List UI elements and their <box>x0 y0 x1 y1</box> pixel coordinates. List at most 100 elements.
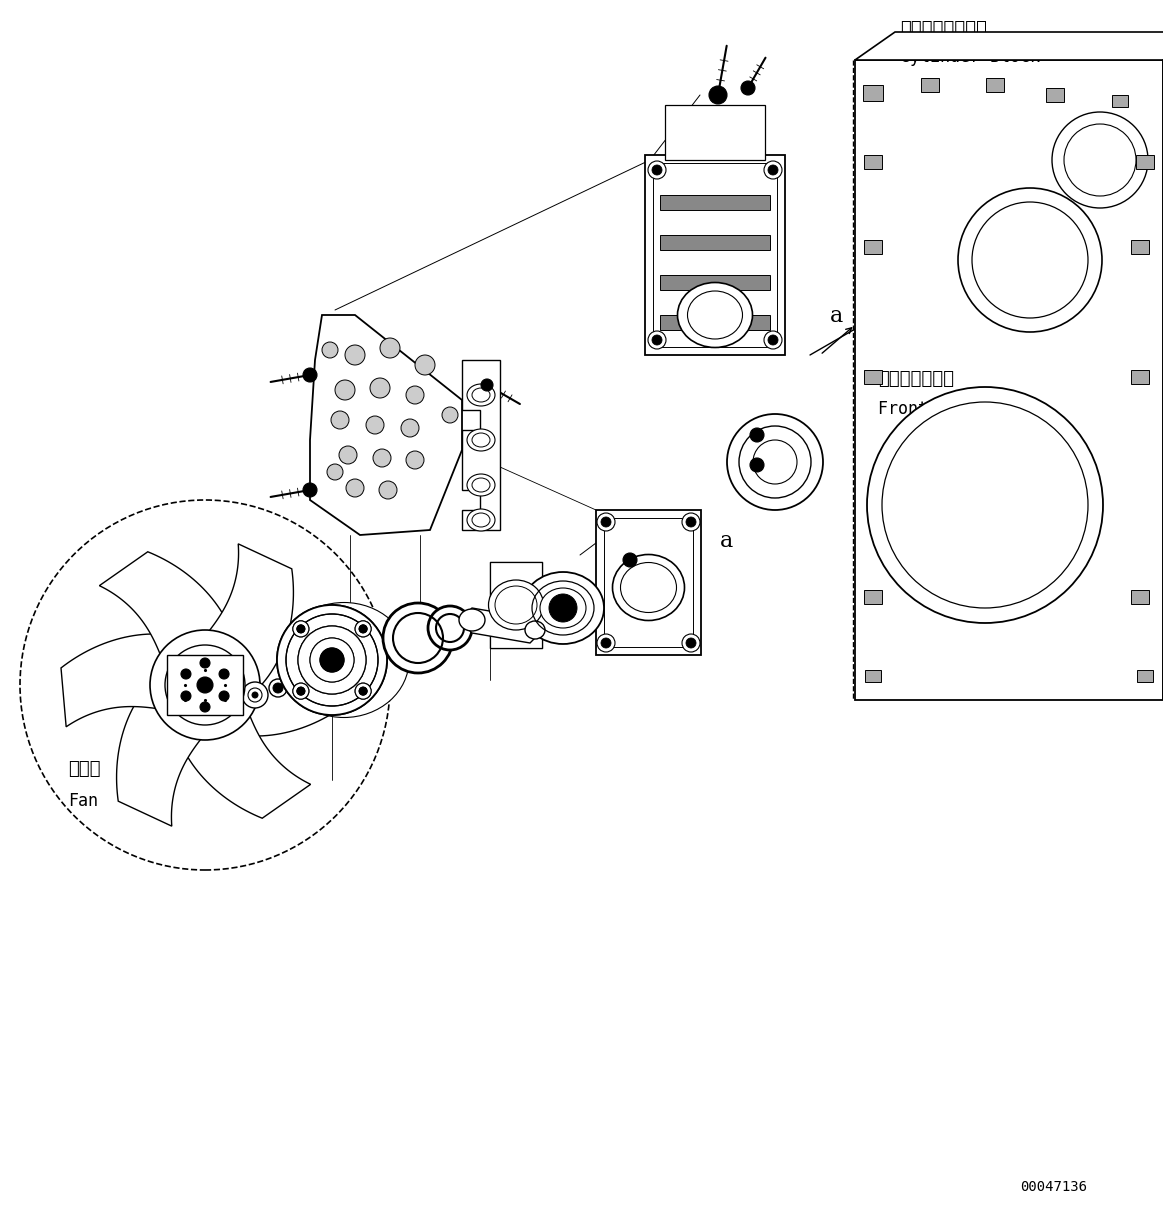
Circle shape <box>750 458 764 472</box>
Circle shape <box>273 684 283 693</box>
Circle shape <box>601 517 611 527</box>
Ellipse shape <box>678 283 752 348</box>
Circle shape <box>359 625 368 633</box>
Text: Cylinder Block: Cylinder Block <box>900 48 1040 66</box>
Circle shape <box>379 481 397 499</box>
Circle shape <box>269 679 287 697</box>
Circle shape <box>406 451 424 469</box>
Circle shape <box>322 342 338 358</box>
Circle shape <box>481 379 493 391</box>
Text: Fan: Fan <box>67 793 98 810</box>
Ellipse shape <box>525 621 545 639</box>
Text: a: a <box>720 530 733 552</box>
Bar <box>1136 156 1154 169</box>
Text: フロントカバー: フロントカバー <box>878 370 954 388</box>
Circle shape <box>180 660 230 710</box>
Bar <box>921 78 939 92</box>
Circle shape <box>648 160 666 179</box>
Polygon shape <box>462 360 500 530</box>
Circle shape <box>601 638 611 648</box>
Circle shape <box>345 345 365 365</box>
Circle shape <box>958 187 1103 332</box>
Bar <box>595 510 701 655</box>
Bar <box>659 235 770 250</box>
Circle shape <box>442 407 458 423</box>
Circle shape <box>752 440 797 484</box>
Bar <box>1130 370 1149 383</box>
Circle shape <box>380 338 400 358</box>
Circle shape <box>355 621 371 637</box>
Circle shape <box>338 446 357 464</box>
Polygon shape <box>116 676 206 826</box>
Circle shape <box>366 417 384 434</box>
Bar <box>659 195 770 209</box>
Polygon shape <box>311 315 462 535</box>
Circle shape <box>597 635 615 652</box>
Polygon shape <box>60 635 190 726</box>
Circle shape <box>252 692 258 698</box>
Polygon shape <box>173 708 311 818</box>
Circle shape <box>200 658 211 668</box>
Circle shape <box>768 165 778 175</box>
Bar <box>604 518 693 647</box>
Circle shape <box>311 638 354 682</box>
Circle shape <box>331 412 349 429</box>
Circle shape <box>415 355 435 375</box>
Circle shape <box>219 691 229 701</box>
Circle shape <box>293 684 309 699</box>
Circle shape <box>293 684 309 699</box>
Circle shape <box>359 625 368 633</box>
Circle shape <box>652 165 662 175</box>
Circle shape <box>373 450 391 467</box>
Circle shape <box>764 160 782 179</box>
Bar <box>865 670 882 682</box>
Ellipse shape <box>522 572 604 644</box>
Circle shape <box>200 702 211 712</box>
Circle shape <box>741 81 755 96</box>
Bar <box>855 60 1163 699</box>
Circle shape <box>293 621 309 637</box>
Bar <box>659 274 770 290</box>
Circle shape <box>150 630 261 740</box>
Bar <box>1137 670 1153 682</box>
Circle shape <box>298 626 366 695</box>
Circle shape <box>682 635 700 652</box>
Bar <box>1112 96 1128 107</box>
Circle shape <box>165 646 245 725</box>
Polygon shape <box>490 562 542 648</box>
Circle shape <box>355 684 371 699</box>
Circle shape <box>304 483 317 497</box>
Circle shape <box>648 331 666 349</box>
Circle shape <box>686 638 695 648</box>
Circle shape <box>428 606 472 650</box>
Circle shape <box>297 687 305 695</box>
Text: a: a <box>830 305 843 327</box>
Circle shape <box>401 419 419 437</box>
Circle shape <box>248 688 262 702</box>
Circle shape <box>686 517 695 527</box>
Circle shape <box>355 621 371 637</box>
Circle shape <box>335 380 355 401</box>
Ellipse shape <box>540 588 586 628</box>
Polygon shape <box>99 551 236 662</box>
Circle shape <box>549 594 577 622</box>
Circle shape <box>727 414 823 510</box>
Ellipse shape <box>468 474 495 496</box>
Bar <box>665 105 765 160</box>
Circle shape <box>383 603 454 673</box>
Circle shape <box>219 669 229 679</box>
Ellipse shape <box>279 603 409 718</box>
Bar <box>167 655 243 715</box>
Circle shape <box>297 687 305 695</box>
Circle shape <box>347 479 364 497</box>
Circle shape <box>682 513 700 530</box>
Circle shape <box>355 684 371 699</box>
Circle shape <box>242 682 267 708</box>
Circle shape <box>320 648 344 673</box>
Circle shape <box>768 334 778 345</box>
Bar <box>659 315 770 330</box>
Circle shape <box>597 513 615 530</box>
Circle shape <box>623 552 637 567</box>
Circle shape <box>181 691 191 701</box>
Bar <box>1130 590 1149 604</box>
